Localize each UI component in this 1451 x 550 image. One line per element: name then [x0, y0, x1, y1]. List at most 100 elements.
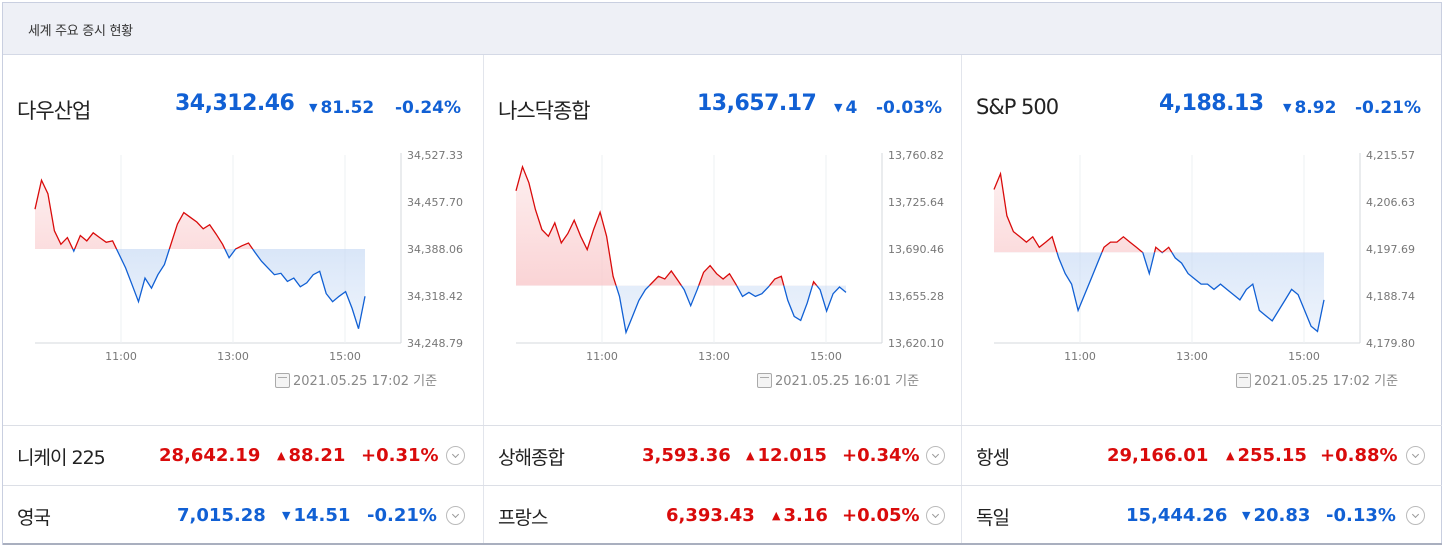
market-change: ▲ 3.16: [772, 505, 828, 526]
down-arrow-icon: ▼: [309, 101, 318, 114]
chevron-down-icon[interactable]: [926, 446, 945, 465]
area-above-baseline: [516, 166, 846, 286]
market-rate: -0.21%: [367, 505, 437, 526]
market-value: 6,393.43: [666, 505, 755, 526]
market-value: 3,593.36: [642, 445, 731, 466]
price-line-up: [34, 178, 254, 249]
market-name: 영국: [17, 507, 51, 529]
y-tick-label: 34,388.06: [407, 243, 463, 256]
market-rate: -0.13%: [1326, 505, 1396, 526]
chevron-down-icon[interactable]: [1406, 506, 1425, 525]
widget-title: 세계 주요 증시 현황: [28, 24, 133, 39]
market-cell-france[interactable]: 프랑스 6,393.43 ▲ 3.16 +0.05%: [483, 486, 961, 543]
x-tick-label: 11:00: [105, 350, 137, 363]
y-tick-label: 13,760.82: [888, 149, 944, 162]
index-name: S&P 500: [976, 95, 1059, 119]
timestamp: 2021.05.25 16:01 기준: [757, 370, 919, 389]
area-above-baseline: [35, 180, 365, 249]
intraday-chart: 34,527.33 34,457.70 34,388.06 34,318.42 34,2…: [34, 149, 463, 363]
market-value: 29,166.01: [1107, 445, 1209, 466]
index-panel-dow[interactable]: 다우산업 34,312.46 ▼ 81.52 -0.24% 34,527.33 34…: [3, 55, 483, 425]
y-tick-label: 4,215.57: [1366, 149, 1415, 162]
market-cell-nikkei[interactable]: 니케이 225 28,642.19 ▲ 88.21 +0.31%: [3, 426, 483, 485]
market-value: 28,642.19: [159, 445, 261, 466]
index-rate: -0.21%: [1355, 98, 1422, 118]
intraday-chart: 13,760.82 13,725.64 13,690.46 13,655.28 13,6…: [515, 149, 944, 363]
world-stock-widget: 세계 주요 증시 현황 다우산업 34,312.46 ▼ 81.52 -0.24%…: [2, 2, 1442, 545]
market-change: ▲ 255.15: [1226, 445, 1307, 466]
y-tick-label: 4,197.69: [1366, 243, 1415, 256]
market-rate: +0.05%: [842, 505, 920, 526]
down-arrow-icon: ▼: [282, 509, 291, 522]
market-value: 7,015.28: [177, 505, 266, 526]
market-row: 영국 7,015.28 ▼ 14.51 -0.21% 프랑스 6,393.43 ▲…: [3, 485, 1442, 545]
market-rate: +0.31%: [361, 445, 439, 466]
index-panel-sp500[interactable]: S&P 500 4,188.13 ▼ 8.92 -0.21% 4,215.57 4,…: [961, 55, 1442, 425]
market-name: 항셍: [976, 447, 1010, 469]
y-tick-label: 34,527.33: [407, 149, 463, 162]
area-below-baseline: [616, 285, 846, 333]
index-rate: -0.03%: [876, 98, 943, 118]
down-arrow-icon: ▼: [834, 101, 843, 114]
price-line-down: [72, 249, 366, 329]
down-arrow-icon: ▼: [1242, 509, 1251, 522]
index-value: 4,188.13: [1159, 91, 1264, 116]
price-line-down: [615, 285, 847, 335]
y-tick-label: 4,206.63: [1366, 196, 1415, 209]
market-name: 프랑스: [498, 507, 548, 529]
market-cell-uk[interactable]: 영국 7,015.28 ▼ 14.51 -0.21%: [3, 486, 483, 543]
up-arrow-icon: ▲: [277, 449, 286, 462]
market-cell-germany[interactable]: 독일 15,444.26 ▼ 20.83 -0.13%: [961, 486, 1442, 543]
widget-header: 세계 주요 증시 현황: [3, 3, 1441, 55]
market-row: 니케이 225 28,642.19 ▲ 88.21 +0.31% 상해종합 3,5…: [3, 425, 1442, 485]
chevron-down-icon[interactable]: [446, 506, 465, 525]
calendar-clock-icon: [275, 373, 290, 388]
market-cell-hangseng[interactable]: 항셍 29,166.01 ▲ 255.15 +0.88%: [961, 426, 1442, 485]
price-line-up: [515, 164, 818, 286]
index-rate: -0.24%: [395, 98, 462, 118]
x-tick-label: 15:00: [810, 350, 842, 363]
x-tick-label: 13:00: [217, 350, 249, 363]
price-line-down: [1056, 252, 1325, 333]
chevron-down-icon[interactable]: [926, 506, 945, 525]
y-tick-label: 4,179.80: [1366, 337, 1415, 350]
area-above-baseline: [994, 173, 1324, 253]
y-tick-label: 13,655.28: [888, 290, 944, 303]
market-name: 니케이 225: [17, 447, 106, 469]
calendar-clock-icon: [757, 373, 772, 388]
timestamp: 2021.05.25 17:02 기준: [275, 370, 437, 389]
market-value: 15,444.26: [1126, 505, 1228, 526]
x-tick-label: 15:00: [329, 350, 361, 363]
x-tick-label: 11:00: [1064, 350, 1096, 363]
index-change: ▼ 81.52: [309, 98, 375, 118]
index-name: 다우산업: [17, 99, 91, 123]
market-name: 상해종합: [498, 447, 565, 469]
chevron-down-icon[interactable]: [446, 446, 465, 465]
x-tick-label: 13:00: [698, 350, 730, 363]
y-tick-label: 34,248.79: [407, 337, 463, 350]
x-tick-label: 15:00: [1288, 350, 1320, 363]
y-tick-label: 34,318.42: [407, 290, 463, 303]
x-tick-label: 13:00: [1176, 350, 1208, 363]
chevron-down-icon[interactable]: [1406, 446, 1425, 465]
market-name: 독일: [976, 507, 1010, 529]
index-value: 34,312.46: [175, 91, 295, 116]
index-name: 나스닥종합: [498, 99, 591, 123]
area-below-baseline: [1056, 252, 1324, 332]
down-arrow-icon: ▼: [1283, 101, 1292, 114]
market-change: ▼ 14.51: [282, 505, 351, 526]
market-change: ▼ 20.83: [1242, 505, 1311, 526]
intraday-chart: 4,215.57 4,206.63 4,197.69 4,188.74 4,179.80…: [993, 149, 1415, 363]
calendar-clock-icon: [1236, 373, 1251, 388]
market-rate: +0.88%: [1320, 445, 1398, 466]
x-tick-label: 11:00: [586, 350, 618, 363]
up-arrow-icon: ▲: [746, 449, 755, 462]
market-cell-shanghai[interactable]: 상해종합 3,593.36 ▲ 12.015 +0.34%: [483, 426, 961, 485]
index-panel-nasdaq[interactable]: 나스닥종합 13,657.17 ▼ 4 -0.03% 13,760.82 13,72…: [483, 55, 963, 425]
price-line-up: [993, 171, 1173, 253]
index-change: ▼ 4: [834, 98, 858, 118]
y-tick-label: 13,690.46: [888, 243, 944, 256]
timestamp: 2021.05.25 17:02 기준: [1236, 370, 1398, 389]
market-change: ▲ 88.21: [277, 445, 346, 466]
y-tick-label: 4,188.74: [1366, 290, 1415, 303]
